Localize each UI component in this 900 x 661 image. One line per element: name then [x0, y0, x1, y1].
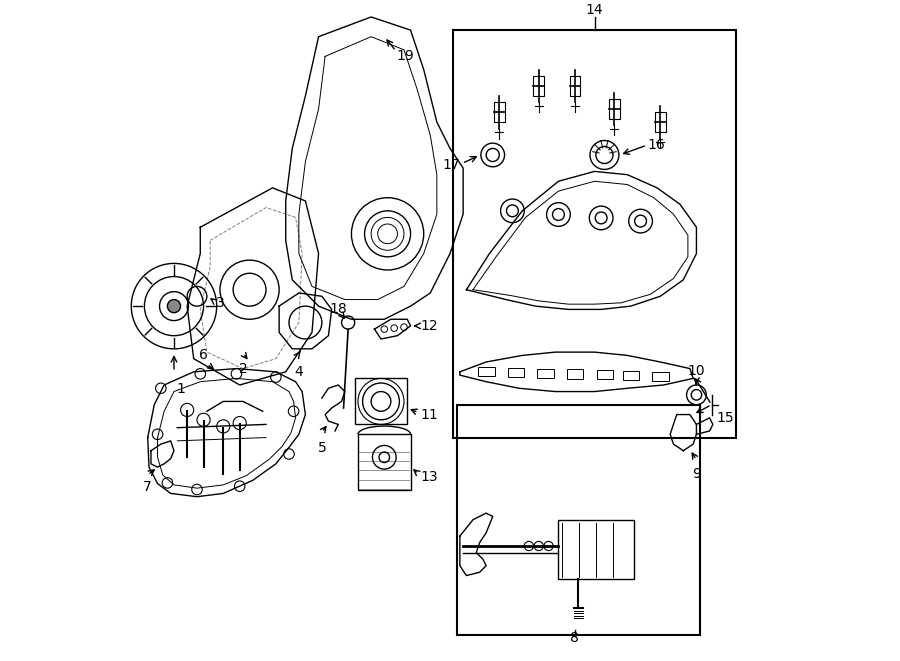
- Text: 10: 10: [688, 364, 706, 378]
- Text: 13: 13: [420, 470, 438, 484]
- Bar: [508, 368, 525, 377]
- Bar: [609, 99, 619, 119]
- Text: 3: 3: [216, 296, 224, 310]
- Text: 5: 5: [318, 441, 326, 455]
- Bar: [655, 112, 666, 132]
- Bar: [570, 76, 580, 96]
- Bar: [355, 378, 408, 424]
- Bar: [534, 76, 544, 96]
- Text: 7: 7: [143, 481, 152, 494]
- Bar: [358, 434, 410, 490]
- Text: 18: 18: [329, 302, 347, 316]
- Circle shape: [167, 299, 181, 313]
- Text: 6: 6: [199, 348, 208, 362]
- Text: 15: 15: [716, 411, 734, 425]
- Text: 14: 14: [586, 3, 603, 17]
- Bar: [567, 369, 583, 379]
- Text: 16: 16: [647, 138, 665, 152]
- Text: 1: 1: [176, 381, 185, 396]
- Text: 9: 9: [692, 467, 701, 481]
- Text: 4: 4: [294, 366, 303, 379]
- Bar: [454, 30, 736, 438]
- Bar: [456, 405, 699, 635]
- Bar: [478, 368, 495, 377]
- Text: 8: 8: [571, 631, 580, 644]
- Text: 19: 19: [396, 50, 414, 63]
- Bar: [652, 371, 669, 381]
- Text: 11: 11: [420, 408, 438, 422]
- Text: 17: 17: [442, 158, 460, 172]
- Bar: [537, 369, 554, 378]
- Text: 2: 2: [238, 362, 248, 376]
- Text: 12: 12: [420, 319, 438, 333]
- Bar: [494, 102, 505, 122]
- Bar: [623, 371, 639, 380]
- Bar: [558, 520, 634, 579]
- Bar: [597, 370, 613, 379]
